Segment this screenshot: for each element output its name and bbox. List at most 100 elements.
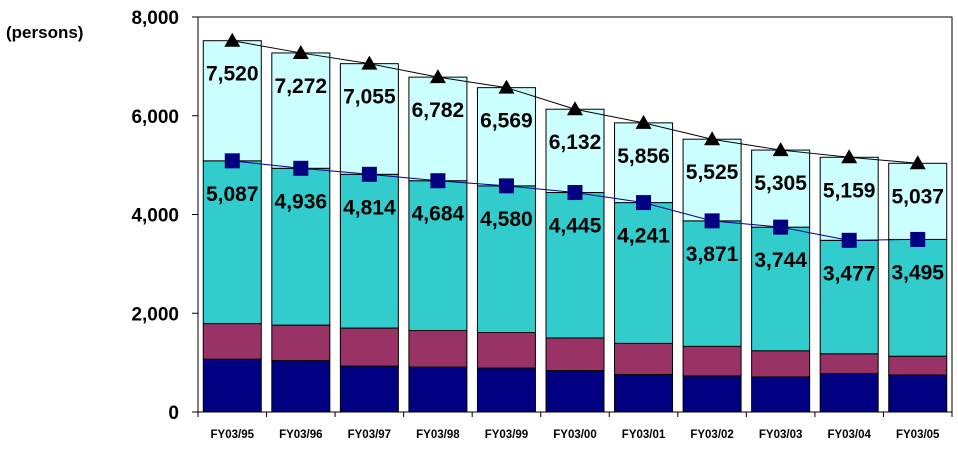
- bar-segment: [819, 239, 879, 355]
- bar-segment: [682, 345, 742, 377]
- y-tick-label: 4,000: [131, 206, 179, 227]
- bar-segment: [339, 173, 399, 329]
- data-label: 7,272: [275, 75, 328, 98]
- triangle-marker: [429, 69, 446, 84]
- bar-segment: [682, 220, 742, 347]
- bar-segment: [271, 52, 331, 169]
- bar-segment: [682, 138, 742, 222]
- bar-segment: [614, 122, 674, 204]
- bar-segment: [408, 330, 468, 368]
- x-tick-label: FY03/03: [759, 429, 802, 441]
- square-marker: [704, 213, 720, 229]
- bar-segment: [545, 337, 605, 372]
- bar-segment: [339, 327, 399, 367]
- square-marker: [361, 166, 377, 182]
- bar-segment: [545, 370, 605, 413]
- data-label: 4,580: [480, 208, 533, 231]
- square-marker: [636, 195, 652, 211]
- triangle-marker: [292, 44, 309, 59]
- data-label: 6,569: [480, 110, 533, 133]
- bar-segment: [614, 373, 674, 413]
- triangle-marker: [635, 114, 652, 129]
- bar-segment: [271, 360, 331, 413]
- data-label: 6,782: [412, 99, 465, 122]
- bar-segment: [408, 180, 468, 332]
- bar-segment: [545, 192, 605, 339]
- bar-segment: [682, 375, 742, 413]
- triangle-marker: [909, 155, 926, 170]
- data-label: 3,477: [823, 262, 876, 285]
- data-label: 3,871: [686, 243, 739, 266]
- triangle-marker: [841, 149, 858, 164]
- bar-segment: [202, 358, 262, 413]
- bar-segment: [888, 238, 948, 357]
- data-label: 3,495: [891, 261, 944, 284]
- square-marker: [910, 231, 926, 247]
- bar-segment: [202, 323, 262, 360]
- triangle-marker: [361, 55, 378, 70]
- square-marker: [430, 173, 446, 189]
- data-label: 4,445: [549, 215, 602, 238]
- square-marker: [773, 219, 789, 235]
- data-label: 4,814: [343, 196, 396, 219]
- bar-segment: [476, 332, 536, 369]
- bar-segment: [819, 372, 879, 413]
- triangle-marker: [704, 131, 721, 146]
- data-label: 5,159: [823, 179, 876, 202]
- square-marker: [498, 178, 514, 194]
- x-tick-label: FY03/01: [622, 429, 666, 441]
- bar-segment: [476, 367, 536, 413]
- bar-segment: [408, 76, 468, 182]
- bar-segment: [202, 40, 262, 162]
- x-tick-label: FY03/04: [827, 429, 871, 441]
- bar-segment: [751, 376, 811, 413]
- bar-segment: [614, 202, 674, 344]
- data-label: 3,744: [754, 249, 807, 272]
- bar-segment: [339, 365, 399, 413]
- data-label: 5,087: [206, 183, 259, 206]
- y-tick-label: 8,000: [131, 8, 179, 29]
- square-marker: [841, 232, 857, 248]
- x-tick-label: FY03/95: [211, 429, 255, 441]
- y-tick-label: 2,000: [131, 304, 179, 325]
- bar-segment: [614, 342, 674, 375]
- data-label: 5,856: [617, 145, 670, 168]
- data-label: 4,936: [275, 190, 328, 213]
- x-tick-label: FY03/96: [279, 429, 322, 441]
- triangle-marker: [772, 142, 789, 157]
- bar-segment: [476, 87, 536, 187]
- bar-segment: [271, 167, 331, 326]
- bar-segment: [408, 366, 468, 413]
- triangle-marker: [224, 32, 241, 47]
- data-label: 4,684: [412, 203, 465, 226]
- square-marker: [567, 185, 583, 201]
- bar-segment: [819, 353, 879, 374]
- bar-segment: [751, 149, 811, 228]
- data-label: 6,132: [549, 131, 602, 154]
- bar-segment: [339, 63, 399, 175]
- data-label: 7,520: [206, 63, 259, 86]
- data-label: 7,055: [343, 86, 396, 109]
- bar-segment: [476, 185, 536, 334]
- x-tick-label: FY03/00: [553, 429, 596, 441]
- x-tick-label: FY03/05: [896, 429, 940, 441]
- x-tick-label: FY03/97: [348, 429, 391, 441]
- y-unit-label: (persons): [6, 23, 83, 42]
- triangle-marker: [567, 101, 583, 116]
- x-tick-label: FY03/98: [416, 429, 460, 441]
- data-label: 5,305: [754, 172, 807, 195]
- bar-segment: [888, 374, 948, 413]
- y-tick-label: 6,000: [131, 107, 179, 128]
- bar-segment: [751, 350, 811, 378]
- bar-segment: [751, 226, 811, 352]
- triangle-marker: [498, 79, 515, 94]
- square-marker: [293, 160, 309, 176]
- bar-segment: [888, 355, 948, 376]
- x-tick-label: FY03/02: [690, 429, 733, 441]
- data-label: 5,525: [686, 161, 739, 184]
- bar-segment: [545, 108, 605, 194]
- data-label: 4,241: [617, 225, 670, 248]
- y-tick-label: 0: [168, 403, 179, 424]
